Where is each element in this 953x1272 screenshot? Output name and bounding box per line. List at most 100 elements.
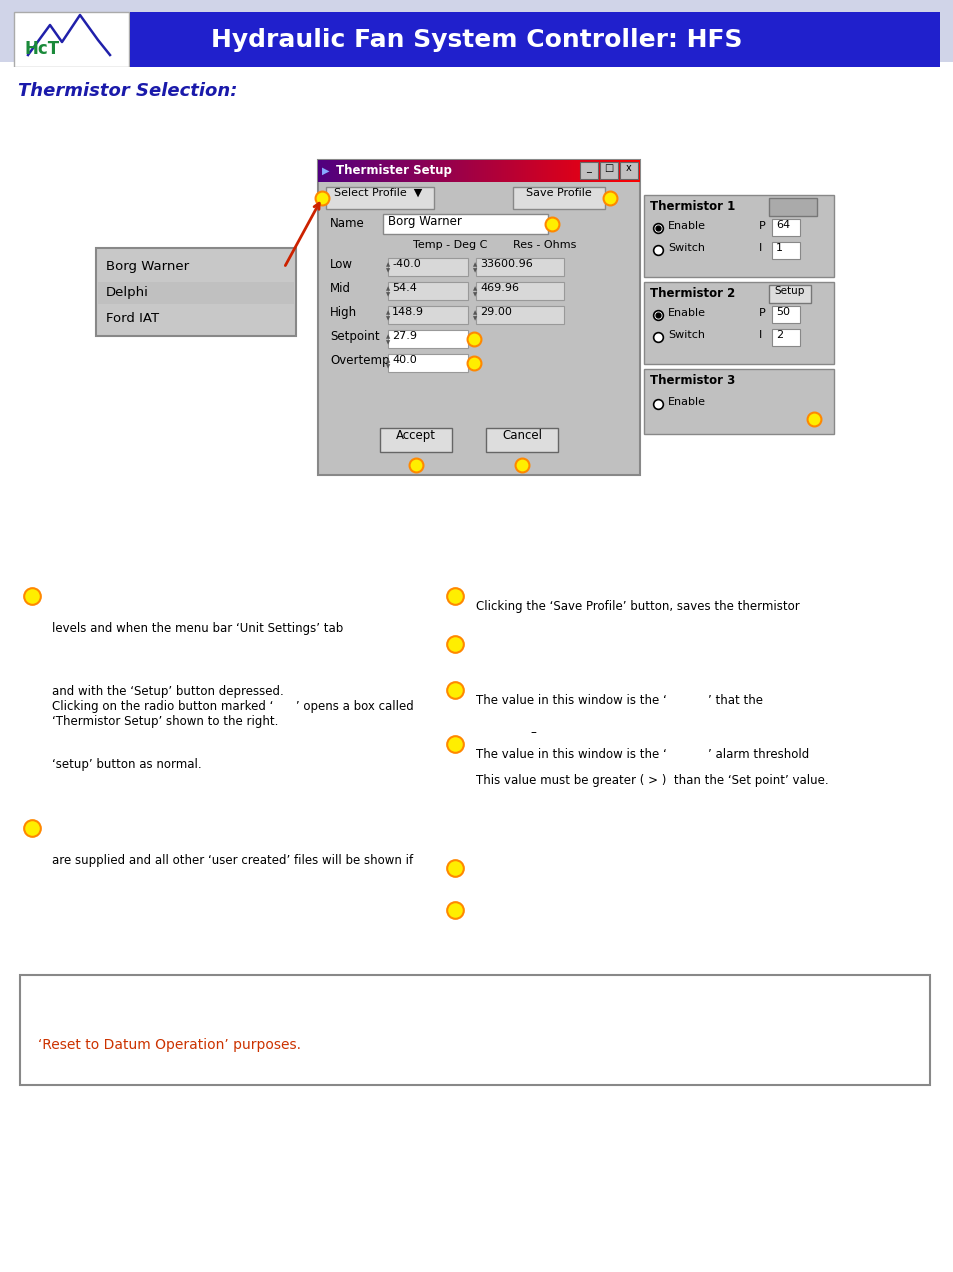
- FancyBboxPatch shape: [625, 160, 626, 182]
- Text: Low: Low: [330, 258, 353, 271]
- FancyBboxPatch shape: [455, 160, 456, 182]
- Text: ▲
▼: ▲ ▼: [473, 286, 476, 298]
- FancyBboxPatch shape: [525, 160, 526, 182]
- FancyBboxPatch shape: [337, 160, 338, 182]
- FancyBboxPatch shape: [627, 160, 628, 182]
- Text: Enable: Enable: [667, 308, 705, 318]
- Text: ‘Reset to Datum Operation’ purposes.: ‘Reset to Datum Operation’ purposes.: [38, 1038, 301, 1052]
- FancyBboxPatch shape: [558, 160, 559, 182]
- Text: Thermister Setup: Thermister Setup: [335, 164, 452, 177]
- FancyBboxPatch shape: [496, 160, 497, 182]
- FancyBboxPatch shape: [494, 160, 495, 182]
- FancyBboxPatch shape: [319, 160, 320, 182]
- FancyBboxPatch shape: [541, 160, 542, 182]
- FancyBboxPatch shape: [367, 160, 368, 182]
- FancyBboxPatch shape: [502, 160, 503, 182]
- FancyBboxPatch shape: [601, 160, 602, 182]
- FancyBboxPatch shape: [517, 160, 518, 182]
- FancyBboxPatch shape: [597, 160, 598, 182]
- FancyBboxPatch shape: [429, 160, 430, 182]
- FancyBboxPatch shape: [522, 160, 523, 182]
- FancyBboxPatch shape: [562, 160, 563, 182]
- FancyBboxPatch shape: [465, 160, 467, 182]
- Text: levels and when the menu bar ‘Unit Settings’ tab: levels and when the menu bar ‘Unit Setti…: [52, 622, 343, 635]
- FancyBboxPatch shape: [363, 160, 364, 182]
- FancyBboxPatch shape: [390, 160, 391, 182]
- FancyBboxPatch shape: [633, 160, 634, 182]
- FancyBboxPatch shape: [615, 160, 616, 182]
- FancyBboxPatch shape: [388, 329, 468, 349]
- FancyBboxPatch shape: [536, 160, 537, 182]
- FancyBboxPatch shape: [438, 160, 439, 182]
- FancyBboxPatch shape: [365, 160, 366, 182]
- FancyBboxPatch shape: [564, 160, 565, 182]
- Text: ‘setup’ button as normal.: ‘setup’ button as normal.: [52, 758, 201, 771]
- FancyBboxPatch shape: [768, 285, 810, 303]
- FancyBboxPatch shape: [406, 160, 407, 182]
- FancyBboxPatch shape: [623, 160, 624, 182]
- Text: The value in this window is the ‘           ’ that the: The value in this window is the ‘ ’ that…: [476, 695, 762, 707]
- FancyBboxPatch shape: [334, 160, 335, 182]
- FancyBboxPatch shape: [430, 160, 431, 182]
- FancyBboxPatch shape: [538, 160, 539, 182]
- FancyBboxPatch shape: [454, 160, 455, 182]
- Text: ▲
▼: ▲ ▼: [386, 262, 390, 273]
- FancyBboxPatch shape: [386, 160, 387, 182]
- Text: Thermistor Selection:: Thermistor Selection:: [18, 81, 237, 100]
- FancyBboxPatch shape: [359, 160, 360, 182]
- FancyBboxPatch shape: [603, 160, 604, 182]
- Text: Delphi: Delphi: [106, 286, 149, 299]
- FancyBboxPatch shape: [431, 160, 432, 182]
- FancyBboxPatch shape: [417, 160, 418, 182]
- FancyBboxPatch shape: [514, 160, 515, 182]
- Text: ▲
▼: ▲ ▼: [473, 262, 476, 273]
- Text: ‘Thermistor Setup’ shown to the right.: ‘Thermistor Setup’ shown to the right.: [52, 715, 278, 728]
- FancyBboxPatch shape: [532, 160, 533, 182]
- FancyBboxPatch shape: [464, 160, 465, 182]
- Text: ▲
▼: ▲ ▼: [473, 310, 476, 322]
- FancyBboxPatch shape: [596, 160, 597, 182]
- FancyBboxPatch shape: [637, 160, 638, 182]
- FancyBboxPatch shape: [388, 160, 389, 182]
- FancyBboxPatch shape: [372, 160, 373, 182]
- FancyBboxPatch shape: [388, 258, 468, 276]
- FancyBboxPatch shape: [568, 160, 569, 182]
- FancyBboxPatch shape: [544, 160, 545, 182]
- FancyBboxPatch shape: [396, 160, 397, 182]
- FancyBboxPatch shape: [586, 160, 587, 182]
- FancyBboxPatch shape: [320, 160, 322, 182]
- Text: Cancel: Cancel: [501, 429, 541, 441]
- FancyBboxPatch shape: [415, 160, 416, 182]
- FancyBboxPatch shape: [405, 160, 406, 182]
- FancyBboxPatch shape: [546, 160, 547, 182]
- Text: P: P: [759, 221, 765, 232]
- FancyBboxPatch shape: [433, 160, 434, 182]
- FancyBboxPatch shape: [531, 160, 532, 182]
- FancyBboxPatch shape: [20, 976, 929, 1085]
- FancyBboxPatch shape: [328, 160, 329, 182]
- FancyBboxPatch shape: [622, 160, 623, 182]
- FancyBboxPatch shape: [382, 160, 384, 182]
- FancyBboxPatch shape: [635, 160, 636, 182]
- FancyBboxPatch shape: [589, 160, 590, 182]
- Text: HcT: HcT: [25, 39, 60, 59]
- FancyBboxPatch shape: [771, 329, 800, 346]
- Text: Thermistor 2: Thermistor 2: [649, 287, 735, 300]
- FancyBboxPatch shape: [548, 160, 550, 182]
- FancyBboxPatch shape: [513, 160, 514, 182]
- FancyBboxPatch shape: [388, 282, 468, 300]
- FancyBboxPatch shape: [491, 160, 492, 182]
- FancyBboxPatch shape: [370, 160, 371, 182]
- FancyBboxPatch shape: [379, 427, 452, 452]
- FancyBboxPatch shape: [428, 160, 429, 182]
- FancyBboxPatch shape: [343, 160, 344, 182]
- FancyBboxPatch shape: [402, 160, 403, 182]
- FancyBboxPatch shape: [324, 160, 325, 182]
- FancyBboxPatch shape: [608, 160, 609, 182]
- FancyBboxPatch shape: [442, 160, 443, 182]
- FancyBboxPatch shape: [513, 187, 604, 209]
- FancyBboxPatch shape: [527, 160, 529, 182]
- Text: are supplied and all other ‘user created’ files will be shown if: are supplied and all other ‘user created…: [52, 854, 413, 868]
- FancyBboxPatch shape: [395, 160, 396, 182]
- FancyBboxPatch shape: [375, 160, 376, 182]
